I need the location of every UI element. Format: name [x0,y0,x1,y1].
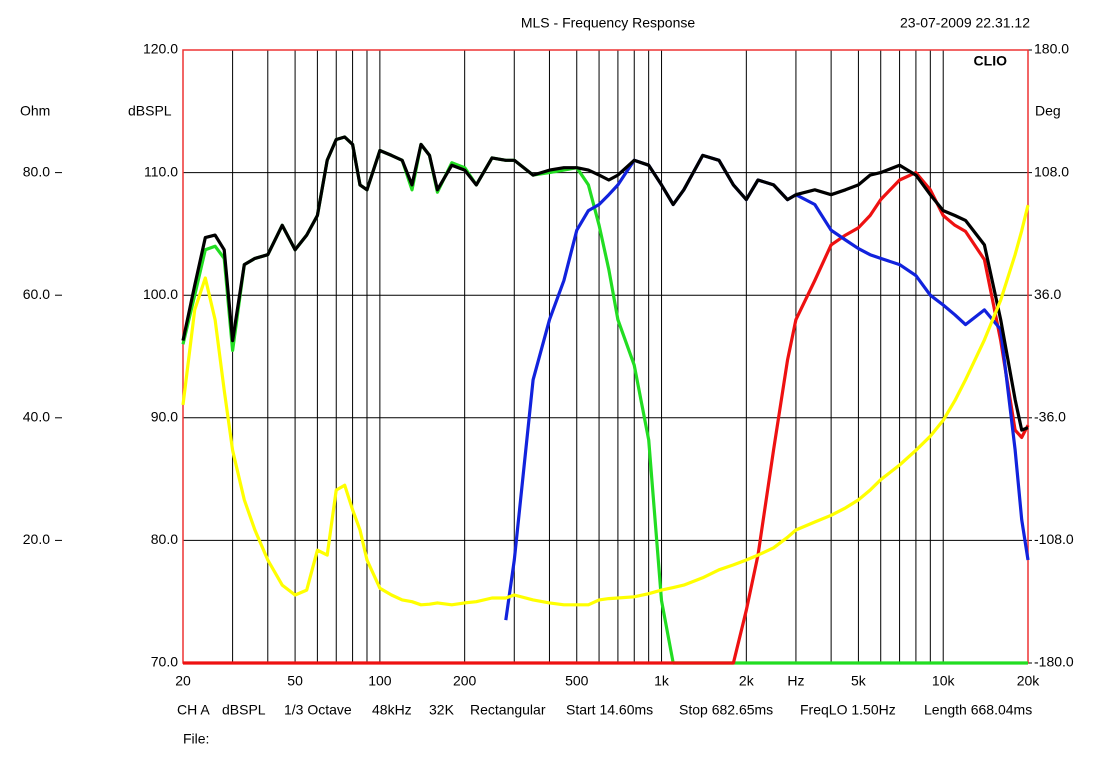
series-line [183,171,1030,665]
info-item: dBSPL [222,702,266,718]
info-item: Stop 682.65ms [679,702,773,718]
x-tick-label: 500 [565,673,589,689]
y-axis-label: dBSPL [128,103,172,119]
y-tick-label: 80.0 [151,531,178,547]
y-tick-label: 70.0 [151,654,178,670]
y3-tick-label: 80.0 [23,163,50,179]
info-item: 48kHz [372,702,412,718]
series-line [181,204,1030,607]
x-tick-label: 20k [1017,673,1041,689]
x-tick-label: 100 [368,673,392,689]
info-item: 32K [429,702,455,718]
x-tick-label: 20 [175,673,191,689]
y3-tick-label: 20.0 [23,531,50,547]
y2-tick-label: 180.0 [1034,41,1069,57]
y-tick-label: 100.0 [143,286,178,302]
info-item: Length 668.04ms [924,702,1032,718]
y3-tick-label: 60.0 [23,286,50,302]
x-tick-label: 5k [851,673,867,689]
info-item: Rectangular [470,702,546,718]
y-tick-label: 120.0 [143,41,178,57]
y2-tick-label: -108.0 [1034,531,1074,547]
info-item: Start 14.60ms [566,702,653,718]
y2-tick-label: -180.0 [1034,654,1074,670]
file-label: File: [183,731,209,747]
brand: CLIO [974,53,1008,69]
y3-axis-label: Ohm [20,103,50,119]
y-tick-label: 90.0 [151,409,178,425]
x-tick-label: 10k [932,673,956,689]
series-line [181,135,1029,432]
info-item: 1/3 Octave [284,702,352,718]
plot-frame [182,49,1029,664]
chart-title: MLS - Frequency Response [521,15,696,31]
x-tick-label: 2k [739,673,755,689]
y2-axis-label: Deg [1035,103,1061,119]
y2-tick-label: -36.0 [1034,409,1066,425]
y2-tick-label: 36.0 [1034,286,1061,302]
timestamp: 23-07-2009 22.31.12 [900,15,1030,31]
x-tick-label: 1k [654,673,670,689]
x-tick-label: Hz [787,673,804,689]
y-tick-label: 110.0 [144,163,178,179]
y3-tick-label: 40.0 [23,409,50,425]
info-item: CH A [177,702,210,718]
info-item: FreqLO 1.50Hz [800,702,896,718]
x-tick-label: 50 [287,673,303,689]
x-tick-label: 200 [453,673,477,689]
y2-tick-label: 108.0 [1034,163,1069,179]
